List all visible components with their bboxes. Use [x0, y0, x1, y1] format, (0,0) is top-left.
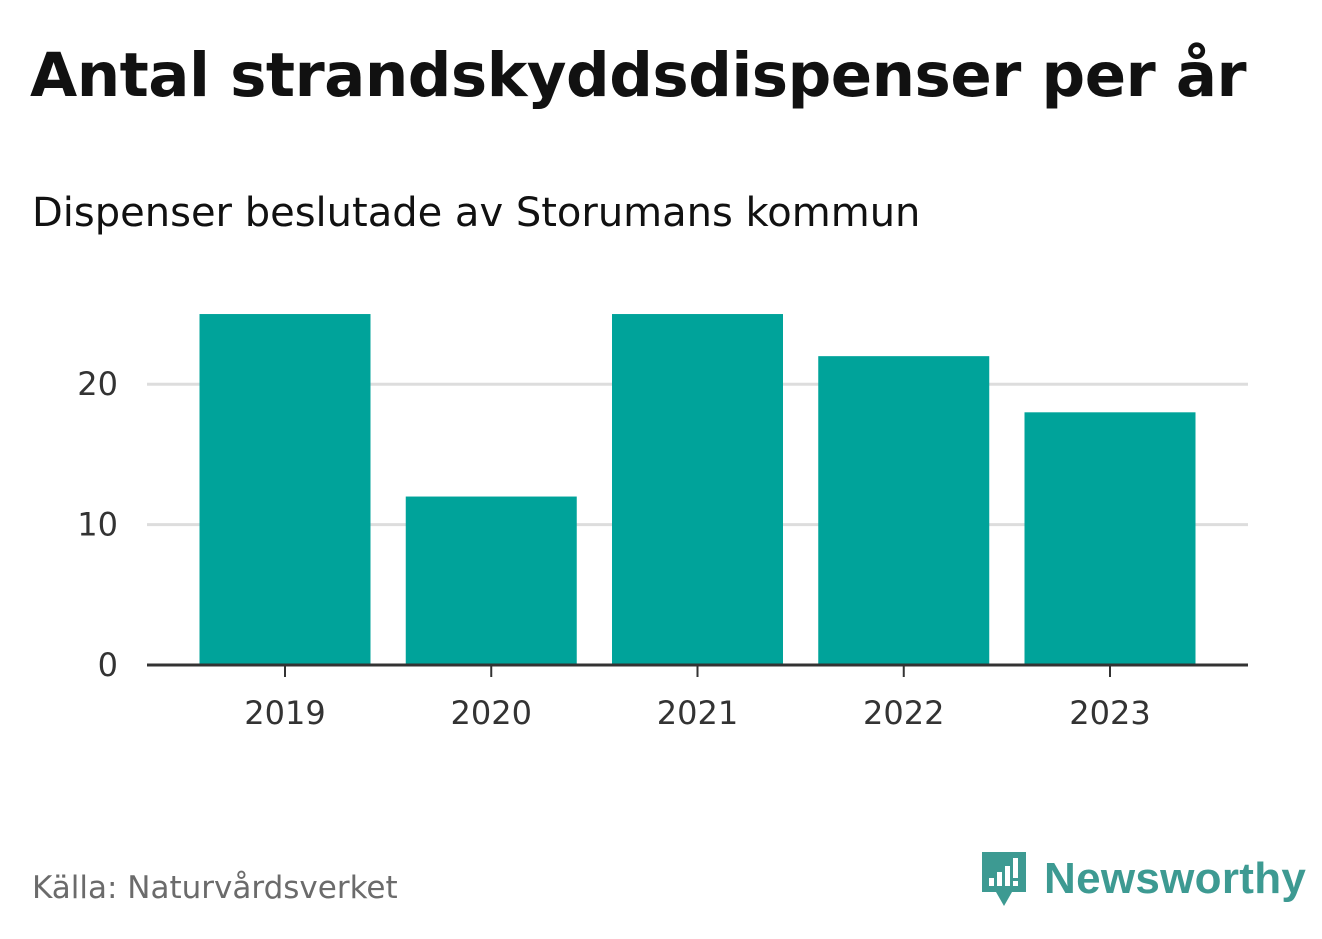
y-tick-label: 0: [98, 646, 118, 684]
bar-2023: [1024, 412, 1196, 665]
newsworthy-brand: Newsworthy: [980, 848, 1306, 910]
x-tick-label: 2020: [451, 694, 532, 732]
bar-2020: [405, 496, 577, 665]
source-note: Källa: Naturvårdsverket: [32, 870, 398, 906]
newsworthy-logo-icon: [982, 852, 1026, 906]
bar-2021: [612, 314, 783, 665]
bars: [199, 314, 1196, 665]
bar-2019: [199, 314, 371, 665]
bar-2022: [818, 356, 990, 665]
x-tick-label: 2023: [1069, 694, 1150, 732]
brand-name: Newsworthy: [1044, 854, 1307, 903]
chart-subtitle: Dispenser beslutade av Storumans kommun: [32, 190, 921, 236]
y-tick-label: 20: [77, 365, 118, 403]
y-tick-label: 10: [77, 506, 118, 544]
x-tick-label: 2022: [863, 694, 944, 732]
y-axis-ticks: 0 10 20: [77, 365, 118, 684]
x-tick-label: 2019: [244, 694, 325, 732]
chart-title: Antal strandskyddsdispenser per år: [30, 40, 1247, 111]
x-tick-label: 2021: [657, 694, 738, 732]
x-axis-ticks: 2019 2020 2021 2022 2023: [244, 665, 1151, 732]
